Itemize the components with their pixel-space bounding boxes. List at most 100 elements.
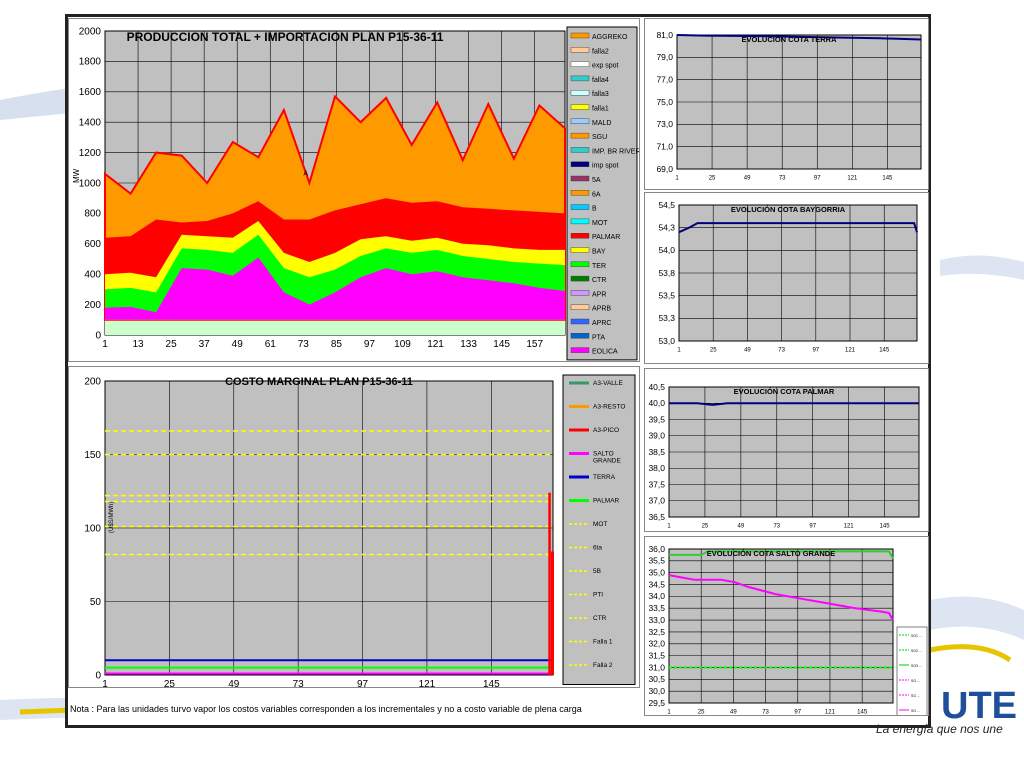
- legend-item: APRB: [592, 306, 611, 313]
- y-tick-label: 50: [90, 597, 102, 608]
- y-tick-label: 53,5: [658, 291, 675, 301]
- base-band: [105, 319, 565, 335]
- legend-item: A3-VALLE: [593, 380, 624, 387]
- x-tick-label: 37: [199, 339, 211, 350]
- spike-bar: [548, 492, 551, 675]
- legend-item: Falla 2: [593, 662, 613, 669]
- legend-swatch: [570, 304, 590, 310]
- palmar-svg: 36,5 37,0 37,5 38,0 38,5 39,0 39,5 40,0 40,5 1 25 4…: [648, 382, 920, 530]
- series-line-baygorria: [678, 222, 918, 234]
- y-tick-label: 75,0: [656, 97, 673, 107]
- brand-slogan: La energía que nos une: [876, 722, 1003, 736]
- legend-swatch: [570, 190, 590, 196]
- x-tick-label: 133: [460, 339, 477, 350]
- x-tick-label: 49: [730, 710, 737, 716]
- x-tick-label: 1: [667, 710, 671, 716]
- y-tick-label: 38,5: [648, 447, 665, 457]
- y-tick-label: 400: [84, 270, 101, 281]
- area-eolica: [105, 257, 565, 320]
- x-tick-label: 121: [825, 710, 836, 716]
- x-tick-label: 145: [879, 348, 890, 354]
- legend-swatch: [570, 104, 590, 110]
- series-line-sg-max: [669, 550, 894, 559]
- series-line-palmar: [669, 402, 919, 406]
- x-tick-label: 97: [357, 679, 369, 688]
- legend-swatch: [570, 290, 590, 296]
- x-tick-label: 1: [102, 679, 108, 688]
- y-axis-label: MW: [72, 168, 81, 183]
- x-tick-label: 157: [526, 339, 543, 350]
- x-tick-label: 73: [762, 710, 769, 716]
- legend-item: 6A: [592, 191, 601, 198]
- y-tick-label: 81,0: [656, 30, 673, 40]
- x-tick-label: 73: [779, 176, 786, 182]
- x-tick-label: 145: [882, 176, 893, 182]
- y-tick-label: 39,5: [648, 414, 665, 424]
- marker-label: A: [303, 170, 308, 177]
- y-tick-label: 53,3: [658, 313, 675, 323]
- produccion-chart: 0 200 400 600 800 1000 1200 1400 1600 1800 2000 1 13…: [68, 18, 640, 362]
- x-tick-label: 145: [483, 679, 500, 688]
- y-tick-label: 31,5: [648, 650, 665, 660]
- legend-item: TER: [592, 263, 606, 270]
- legend-item: A3-PICO: [593, 427, 619, 434]
- salto-svg: 29,5 30,0 30,5 31,0 31,532,0 32,5 33,0 33,5 34,0…: [648, 544, 928, 716]
- palmar-chart: 36,5 37,0 37,5 38,0 38,5 39,0 39,5 40,0 40,5 1 25 4…: [644, 368, 929, 532]
- x-tick-label: 121: [845, 348, 856, 354]
- legend-item: IMP. BR RIVERA: [592, 148, 640, 155]
- legend-swatch: [570, 132, 590, 139]
- chart-title: COSTO MARGINAL PLAN P15-36-11: [225, 376, 413, 388]
- legend-item: 5A: [592, 177, 601, 184]
- legend-item: SG2 ...: [911, 649, 922, 653]
- y-tick-label: 37,0: [648, 496, 665, 506]
- chart-title: EVOLUCIÓN COTA BAYGORRIA: [731, 205, 846, 214]
- spike-bar: [551, 551, 554, 675]
- legend-item: falla1: [592, 106, 609, 113]
- chart-title: EVOLUCIÓN COTA PALMAR: [734, 387, 835, 396]
- legend-swatch: [570, 161, 590, 167]
- y-tick-label: 1600: [79, 87, 102, 98]
- ute-logo-icon: UTE: [941, 685, 1017, 727]
- y-tick-label: 34,0: [648, 591, 665, 601]
- y-tick-label: 53,8: [658, 268, 675, 278]
- x-tick-label: 25: [166, 339, 178, 350]
- legend-item: TERRA: [593, 474, 616, 481]
- x-tick-label: 1: [102, 339, 108, 350]
- y-tick-label: 0: [95, 670, 101, 681]
- legend-swatch: [570, 318, 590, 325]
- y-tick-label: 32,5: [648, 627, 665, 637]
- legend-swatch: [570, 204, 590, 210]
- x-tick-label: 109: [394, 339, 411, 350]
- x-tick-label: 13: [132, 339, 144, 350]
- y-tick-label: 150: [84, 450, 101, 461]
- y-tick-label: 35,0: [648, 568, 665, 578]
- legend-swatch: [570, 32, 590, 39]
- x-tick-label: 145: [493, 339, 510, 350]
- y-tick-label: 33,5: [648, 603, 665, 613]
- x-tick-label: 25: [709, 176, 716, 182]
- x-tick-label: 49: [744, 348, 751, 354]
- x-tick-label: 73: [778, 348, 785, 354]
- baygorria-svg: 53,0 53,3 53,5 53,8 54,0 54,3 54,5 1 25 49 73 97 121…: [658, 200, 918, 354]
- x-tick-label: 121: [419, 679, 436, 688]
- legend-swatch: [570, 61, 590, 67]
- legend-item: GRANDE: [593, 458, 621, 465]
- x-tick-label: 1: [677, 348, 681, 354]
- y-axis-label: (U$S/MWh): [109, 502, 115, 533]
- y-tick-label: 54,5: [658, 200, 675, 210]
- svg-text:UTE: UTE: [941, 685, 1017, 727]
- legend-item: SGU: [592, 134, 607, 141]
- legend-item: PTA: [592, 334, 605, 341]
- legend-item: CTR: [593, 615, 607, 622]
- legend-item: 6ta: [593, 545, 602, 552]
- terra-chart: 69,0 71,0 73,0 75,0 77,0 79,0 81,0 1 25 49 73 97 121…: [644, 18, 929, 190]
- legend-item: MOT: [593, 521, 607, 528]
- legend-item: SG ...: [911, 679, 920, 683]
- y-tick-label: 1000: [79, 178, 102, 189]
- y-tick-label: 71,0: [656, 142, 673, 152]
- x-tick-label: 145: [880, 524, 891, 530]
- y-tick-label: 53,0: [658, 336, 675, 346]
- legend-swatch: [570, 218, 590, 225]
- legend-item: SG3 ...: [911, 664, 922, 668]
- legend-item: PALMAR: [592, 234, 620, 241]
